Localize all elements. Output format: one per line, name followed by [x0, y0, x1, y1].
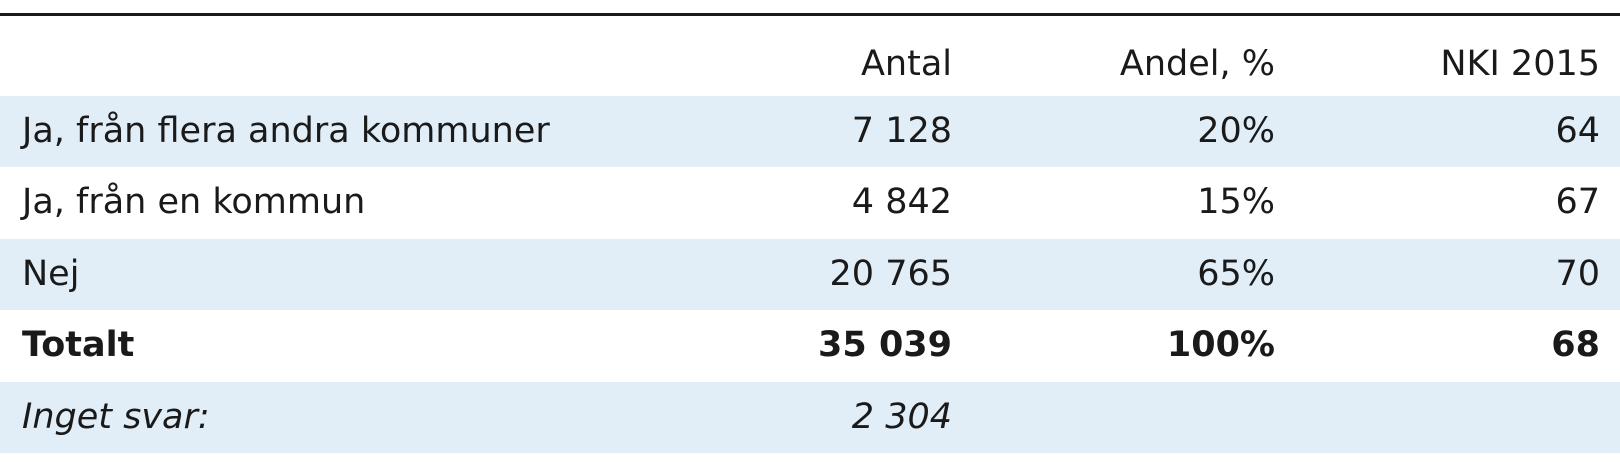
cell-nki: 67: [1555, 182, 1600, 223]
header-nki-2015: NKI 2015: [1440, 43, 1600, 84]
header-antal: Antal: [860, 43, 952, 84]
table-total-row: Totalt 35 039 100% 68: [0, 310, 1620, 382]
row-label: Ja, från flera andra kommuner: [22, 110, 550, 151]
row-label: Totalt: [22, 325, 135, 366]
cell-antal: 20 765: [829, 253, 952, 294]
data-table: Antal Andel, % NKI 2015 Ja, från flera a…: [0, 24, 1620, 453]
row-label: Nej: [22, 253, 80, 294]
table-header-row: Antal Andel, % NKI 2015: [0, 24, 1620, 96]
cell-andel: 20%: [1197, 110, 1275, 151]
cell-andel: 100%: [1166, 325, 1275, 366]
top-rule: [0, 13, 1620, 16]
header-andel: Andel, %: [1119, 43, 1275, 84]
cell-nki: 64: [1555, 110, 1600, 151]
cell-nki: 70: [1555, 253, 1600, 294]
cell-antal: 2 304: [851, 396, 952, 437]
row-label: Ja, från en kommun: [22, 182, 366, 223]
table-row: Nej 20 765 65% 70: [0, 238, 1620, 310]
cell-antal: 4 842: [851, 182, 952, 223]
cell-antal: 35 039: [818, 325, 952, 366]
row-label: Inget svar:: [22, 396, 210, 437]
cell-nki: 68: [1551, 325, 1600, 366]
table-row: Ja, från flera andra kommuner 7 128 20% …: [0, 95, 1620, 167]
table-no-answer-row: Inget svar: 2 304: [0, 381, 1620, 453]
cell-andel: 65%: [1197, 253, 1275, 294]
table-row: Ja, från en kommun 4 842 15% 67: [0, 167, 1620, 239]
cell-antal: 7 128: [851, 110, 952, 151]
cell-andel: 15%: [1197, 182, 1275, 223]
